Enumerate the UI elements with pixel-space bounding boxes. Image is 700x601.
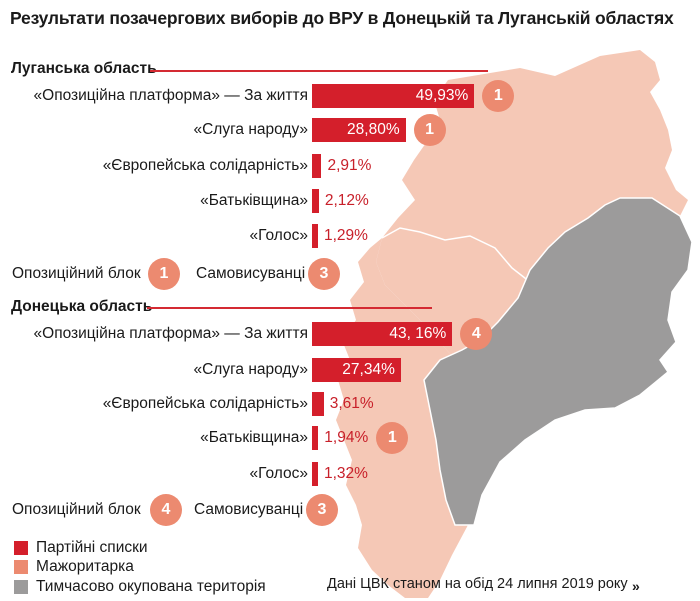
legend-label: Мажоритарка — [36, 558, 134, 575]
bar-value-label: 49,93% — [415, 87, 469, 104]
donetsk-region-title: Донецька область — [11, 298, 153, 315]
seat-group-label: Самовисуванці — [194, 501, 304, 518]
occupied-territory-shape — [423, 197, 693, 526]
legend-item-party-lists: Партійні списки — [14, 539, 148, 557]
legend-item-occupied: Тимчасово окупована територія — [14, 578, 266, 596]
bar-mark — [312, 426, 319, 450]
party-label: «Голос» — [249, 227, 308, 244]
bar-value-label: 3,61% — [329, 395, 374, 412]
donetsk-title-rule — [147, 307, 432, 309]
legend-swatch-occupied — [14, 580, 28, 594]
party-label: «Європейська солідарність» — [102, 157, 308, 174]
bar-mark — [312, 84, 475, 108]
legend-item-majoritarian: Мажоритарка — [14, 558, 134, 576]
bar-mark — [312, 189, 319, 213]
majoritarian-seat-badge: 1 — [482, 80, 515, 112]
luhansk-region-title: Луганська область — [11, 60, 157, 77]
legend-label: Партійні списки — [36, 539, 148, 556]
majoritarian-seat-badge: 1 — [376, 422, 409, 454]
party-label: «Опозиційна платформа» — За життя — [33, 87, 308, 104]
bar-value-label: 1,29% — [324, 227, 368, 244]
seat-group-label: Опозиційний блок — [12, 501, 141, 518]
majoritarian-seat-badge: 4 — [460, 318, 493, 350]
bar-mark — [312, 118, 406, 142]
seat-group-badge: 3 — [308, 258, 340, 290]
bar-value-label: 2,91% — [327, 157, 372, 174]
majoritarian-seat-badge: 1 — [413, 114, 446, 146]
bar-value-label: 1,32% — [324, 465, 368, 482]
party-label: «Батьківщина» — [200, 429, 308, 446]
source-note: Дані ЦВК станом на обід 24 липня 2019 ро… — [327, 576, 628, 592]
bar-mark — [312, 392, 324, 416]
seat-group-label: Опозиційний блок — [12, 265, 141, 282]
bar-mark — [312, 154, 322, 178]
party-label: «Слуга народу» — [193, 121, 308, 138]
chart-title: Результати позачергових виборів до ВРУ в… — [10, 8, 674, 28]
seat-group-badge: 4 — [150, 494, 182, 526]
bar-mark — [312, 462, 318, 486]
party-label: «Голос» — [249, 465, 308, 482]
publisher-logo-icon: » — [632, 578, 640, 594]
legend-swatch-party-lists — [14, 541, 28, 555]
seat-group-badge: 1 — [148, 258, 180, 290]
party-label: «Опозиційна платформа» — За життя — [33, 325, 308, 342]
bar-value-label: 28,80% — [347, 121, 400, 138]
bar-value-label: 1,94% — [324, 429, 369, 446]
bar-mark — [312, 322, 453, 346]
bar-value-label: 2,12% — [324, 192, 369, 209]
bar-mark — [312, 224, 318, 248]
bar-value-label: 43, 16% — [389, 325, 447, 342]
bar-mark — [312, 358, 401, 382]
luhansk-title-rule — [150, 70, 488, 72]
legend-swatch-majoritarian — [14, 560, 28, 574]
legend-label: Тимчасово окупована територія — [36, 578, 266, 595]
party-label: «Європейська солідарність» — [102, 395, 308, 412]
party-label: «Слуга народу» — [193, 361, 308, 378]
seat-group-label: Самовисуванці — [196, 265, 306, 282]
seat-group-badge: 3 — [306, 494, 338, 526]
party-label: «Батьківщина» — [200, 192, 308, 209]
bar-value-label: 27,34% — [342, 361, 395, 378]
